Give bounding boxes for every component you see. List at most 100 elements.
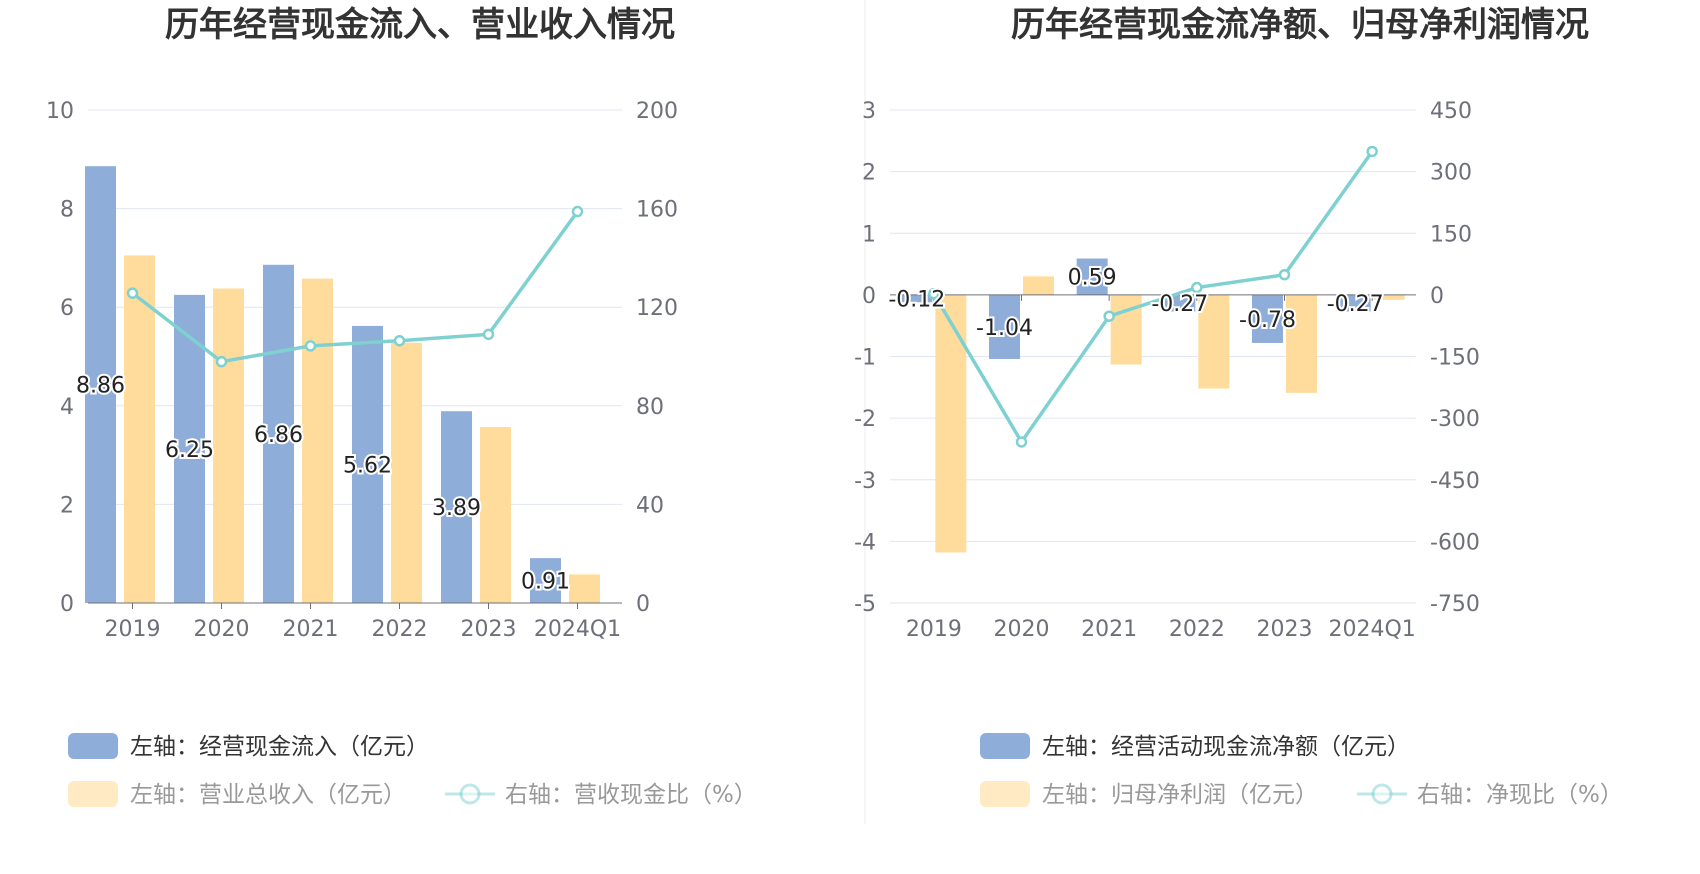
left-tick-label: -5 — [854, 592, 876, 617]
bar-yellow — [1198, 294, 1230, 389]
right-tick-label: 0 — [636, 592, 650, 617]
left-tick-label: 2 — [862, 161, 876, 186]
legend-swatch — [980, 733, 1030, 759]
legend-line-marker — [459, 783, 481, 805]
left-tick-label: 3 — [862, 99, 876, 124]
legend-item-revenue[interactable]: 左轴：营业总收入（亿元） — [68, 781, 406, 808]
legend-item-net-cash-ratio[interactable]: 右轴：净现比（%） — [1357, 782, 1623, 808]
bar-data-label: 5.62 — [343, 453, 392, 478]
x-tick-label: 2022 — [1169, 617, 1225, 642]
bar-data-label: 0.59 — [1068, 266, 1117, 291]
x-tick-label: 2024Q1 — [1329, 617, 1416, 642]
legend-label: 右轴：净现比（%） — [1417, 782, 1623, 808]
right-tick-label: 120 — [636, 296, 678, 321]
legend-label: 左轴：经营现金流入（亿元） — [130, 734, 429, 760]
bar-data-label: 6.86 — [254, 423, 303, 448]
legend-item-cash-inflow[interactable]: 左轴：经营现金流入（亿元） — [68, 733, 429, 760]
bar-group — [901, 258, 1405, 553]
x-axis — [88, 602, 622, 609]
ratio-line-point — [482, 328, 495, 341]
bar-yellow — [213, 288, 244, 603]
bar-yellow — [391, 342, 422, 603]
chart-title: 历年经营现金流入、营业收入情况 — [165, 5, 675, 45]
bar-blue — [1339, 294, 1371, 312]
ratio-line-point — [393, 334, 406, 347]
bar-blue — [263, 264, 294, 603]
bar-group — [85, 166, 600, 603]
ratio-line-path — [131, 210, 579, 364]
right-tick-label: -450 — [1430, 469, 1480, 494]
bar-blue — [989, 294, 1020, 359]
left-tick-label: 1 — [862, 222, 876, 247]
bar-data-label: -1.04 — [976, 316, 1033, 341]
left-axis-ticks: 0 2 4 6 8 10 — [46, 99, 74, 617]
ratio-line-point — [215, 355, 228, 368]
right-tick-label: 200 — [636, 99, 678, 124]
bar-data-label: -0.27 — [1151, 292, 1208, 317]
x-tick-label: 2020 — [194, 617, 250, 642]
legend-label: 左轴：经营活动现金流净额（亿元） — [1042, 734, 1410, 760]
right-tick-label: 80 — [636, 395, 664, 420]
ratio-line-point — [126, 287, 139, 299]
ratio-line — [126, 205, 584, 368]
right-tick-label: 300 — [1430, 161, 1472, 186]
left-tick-label: 8 — [60, 198, 74, 223]
bar-data-label: 6.25 — [165, 438, 214, 463]
right-axis-ticks: 0 40 80 120 160 200 — [636, 99, 678, 617]
x-tick-label: 2021 — [283, 617, 339, 642]
right-tick-label: -750 — [1430, 592, 1480, 617]
ratio-line-point — [1366, 145, 1378, 158]
ratio-line-point — [304, 340, 317, 352]
ratio-line-point — [1278, 268, 1291, 281]
bar-blue — [352, 325, 383, 603]
legend-item-ratio[interactable]: 右轴：营收现金比（%） — [445, 782, 757, 808]
left-axis-ticks: -5 -4 -3 -2 -1 0 1 2 3 — [854, 99, 876, 617]
left-tick-label: 0 — [862, 284, 876, 309]
bar-yellow — [935, 294, 967, 553]
bar-blue — [441, 411, 472, 603]
bar-blue — [901, 294, 933, 303]
left-tick-label: -2 — [854, 407, 876, 432]
left-tick-label: -3 — [854, 469, 876, 494]
left-tick-label: -1 — [854, 346, 876, 371]
x-tick-label: 2021 — [1081, 617, 1137, 642]
bar-data-label: 8.86 — [76, 374, 125, 399]
bar-blue — [1164, 294, 1196, 312]
right-tick-label: -600 — [1430, 530, 1480, 555]
legend-label: 右轴：营收现金比（%） — [505, 782, 757, 808]
left-tick-label: 10 — [46, 99, 74, 124]
ratio-line-point — [571, 205, 584, 218]
right-axis-ticks: -750 -600 -450 -300 -150 0 150 300 450 — [1430, 99, 1480, 617]
bar-yellow — [302, 278, 333, 603]
ratio-line-point — [1191, 281, 1203, 294]
legend: 左轴：经营现金流入（亿元） 左轴：营业总收入（亿元） 右轴：营收现金比（%） — [68, 733, 757, 808]
x-tick-label: 2022 — [372, 617, 428, 642]
ratio-line-path — [932, 150, 1374, 446]
bar-data-label: -0.12 — [888, 288, 945, 313]
bar-blue — [1252, 294, 1283, 343]
legend-line-marker — [1371, 783, 1393, 805]
left-tick-label: 2 — [60, 493, 74, 518]
right-tick-label: -300 — [1430, 407, 1480, 432]
legend-item-net-cash-flow[interactable]: 左轴：经营活动现金流净额（亿元） — [980, 733, 1410, 760]
right-tick-label: 450 — [1430, 99, 1472, 124]
chart-title: 历年经营现金流净额、归母净利润情况 — [1011, 5, 1589, 45]
right-tick-label: 150 — [1430, 222, 1472, 247]
legend-item-net-profit[interactable]: 左轴：归母净利润（亿元） — [980, 781, 1318, 808]
bar-data-label: -0.27 — [1327, 292, 1384, 317]
bar-blue — [85, 166, 116, 603]
legend: 左轴：经营活动现金流净额（亿元） 左轴：归母净利润（亿元） 右轴：净现比（%） — [980, 733, 1623, 808]
ratio-line-point — [928, 287, 940, 300]
x-axis-ticks: 2019 2020 2021 2022 2023 2024Q1 — [105, 617, 622, 642]
bar-yellow — [1286, 294, 1317, 393]
x-axis-ticks: 2019 2020 2021 2022 2023 2024Q1 — [906, 617, 1416, 642]
legend-swatch — [68, 781, 118, 807]
x-tick-label: 2020 — [994, 617, 1050, 642]
bar-blue — [1076, 258, 1108, 295]
data-labels: -0.12 -1.04 0.59 -0.27 -0.78 -0.27 — [886, 264, 1385, 343]
ratio-line — [928, 145, 1378, 448]
x-tick-label: 2023 — [1257, 617, 1313, 642]
bar-yellow — [124, 255, 155, 603]
right-tick-label: -150 — [1430, 346, 1480, 371]
